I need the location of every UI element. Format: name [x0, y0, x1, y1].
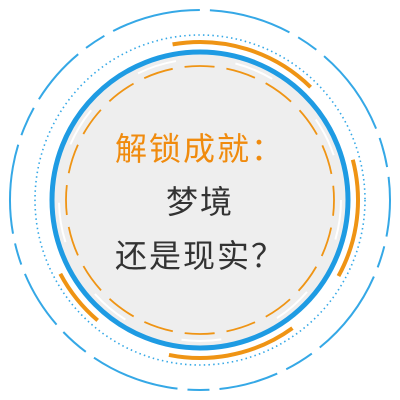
dotted-ring	[34, 34, 366, 366]
badge-line-3: 还是现实？	[115, 237, 285, 275]
inner-accent-ring	[58, 58, 342, 342]
orange-outer-arcs	[40, 40, 360, 360]
badge-line-2: 梦境	[166, 183, 234, 221]
main-blue-ring	[49, 49, 351, 351]
orange-inner-dashed-ring	[65, 65, 335, 335]
badge-title: 解锁成就：	[115, 130, 285, 168]
